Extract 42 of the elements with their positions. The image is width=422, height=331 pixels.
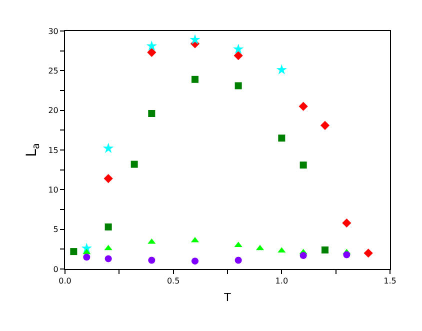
point bbox=[234, 256, 242, 264]
x-tick-label: 1.5 bbox=[384, 276, 396, 286]
point bbox=[364, 248, 373, 258]
point bbox=[300, 252, 307, 260]
point bbox=[234, 82, 242, 90]
point bbox=[300, 162, 307, 169]
point bbox=[278, 134, 286, 142]
point bbox=[104, 174, 113, 184]
x-tick-label: 0.0 bbox=[58, 276, 72, 286]
y-tick-label: 30 bbox=[48, 26, 58, 36]
point bbox=[70, 248, 78, 256]
point bbox=[104, 244, 112, 250]
point bbox=[276, 64, 287, 74]
point bbox=[148, 256, 156, 264]
point bbox=[298, 102, 308, 111]
y-tick-label: 10 bbox=[48, 185, 58, 194]
point bbox=[130, 160, 138, 168]
point bbox=[322, 246, 328, 254]
x-axis-title: T bbox=[223, 290, 232, 304]
y-tick-label: 20 bbox=[48, 106, 58, 116]
point bbox=[233, 44, 244, 54]
y-tick-label: 0 bbox=[53, 264, 58, 274]
point bbox=[104, 223, 112, 230]
point bbox=[103, 142, 114, 153]
y-tick-label: 5 bbox=[53, 225, 58, 234]
point bbox=[190, 34, 200, 44]
y-tick-label: 15 bbox=[48, 146, 58, 155]
point bbox=[234, 51, 243, 60]
point bbox=[192, 76, 198, 83]
y-tick-label: 25 bbox=[48, 66, 58, 76]
point bbox=[192, 258, 198, 265]
point bbox=[82, 248, 91, 254]
point bbox=[343, 251, 350, 258]
point bbox=[342, 218, 352, 228]
point bbox=[146, 40, 157, 51]
x-tick-label: 1.0 bbox=[275, 276, 288, 286]
point bbox=[320, 120, 330, 130]
x-tick-label: 0.5 bbox=[166, 276, 180, 286]
point bbox=[104, 255, 112, 262]
point bbox=[83, 254, 90, 261]
point bbox=[148, 110, 156, 118]
point bbox=[147, 48, 156, 57]
